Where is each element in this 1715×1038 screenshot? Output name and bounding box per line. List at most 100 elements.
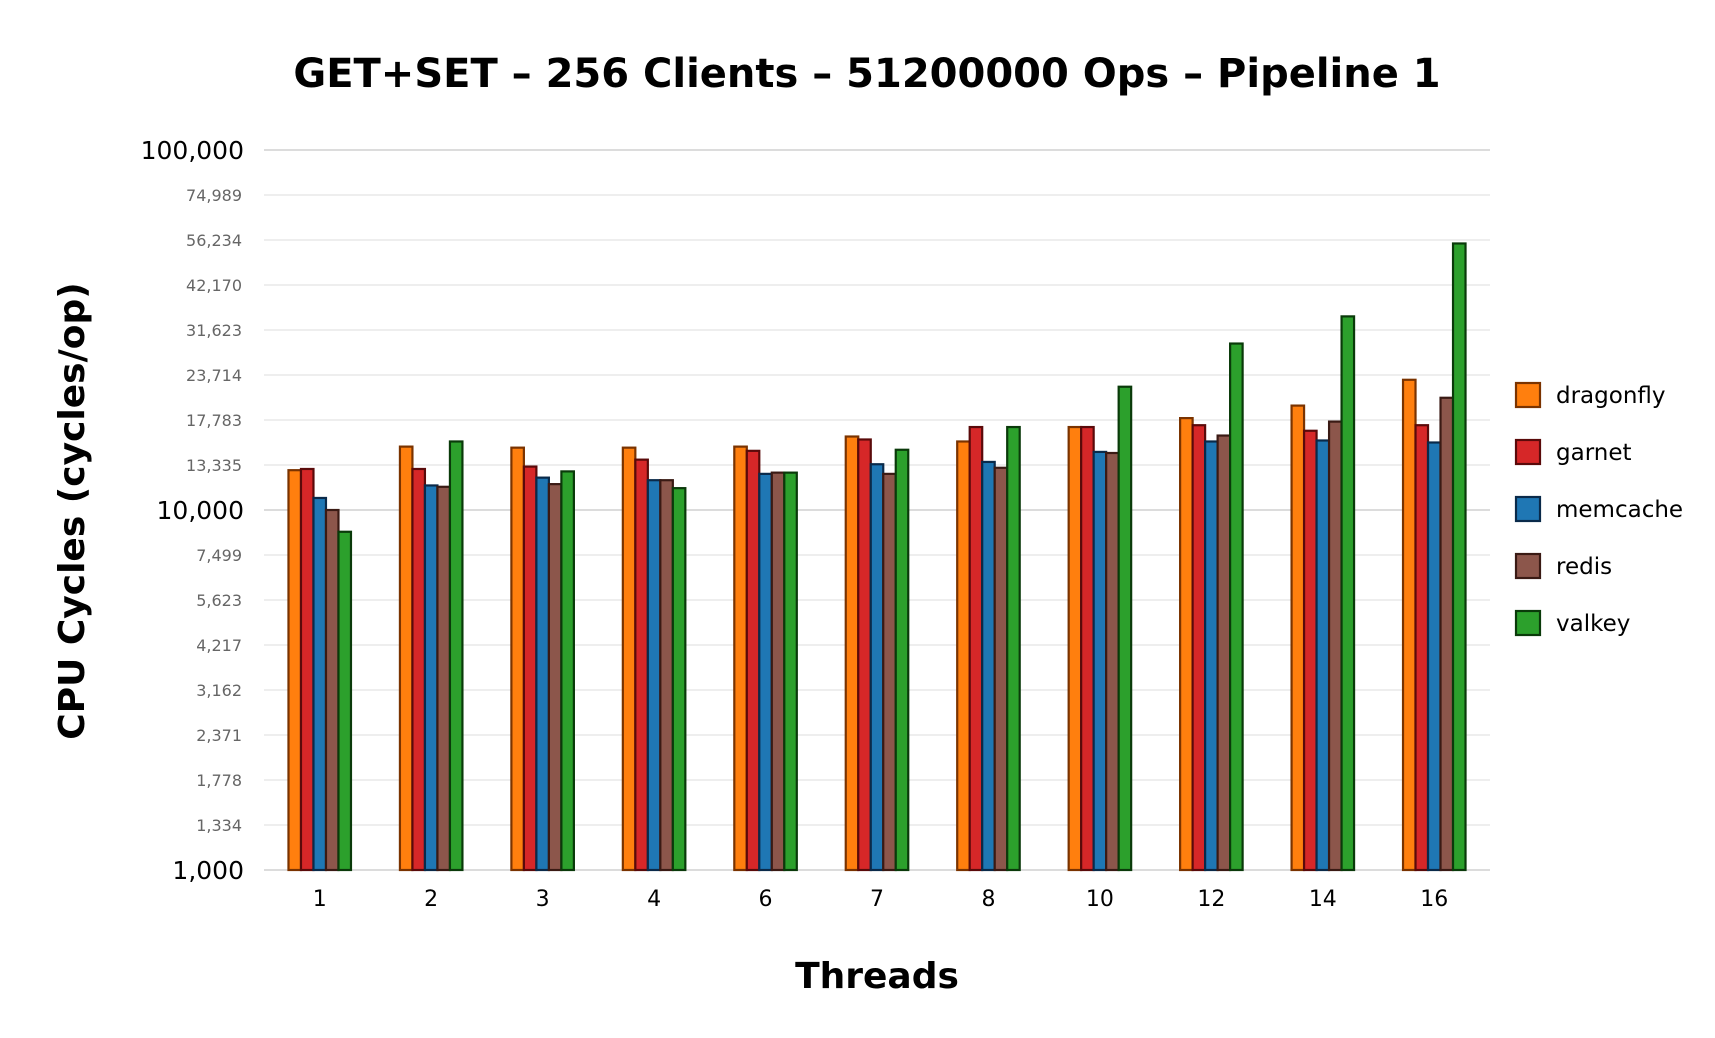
y-tick-label: 17,783 bbox=[186, 411, 242, 430]
bar-valkey-16 bbox=[1451, 242, 1467, 872]
bar-garnet-4 bbox=[634, 458, 649, 872]
bar-memcache-6 bbox=[758, 472, 773, 872]
x-tick-label: 1 bbox=[313, 887, 327, 912]
bar-dragonfly-6 bbox=[733, 445, 748, 872]
y-tick-label: 1,334 bbox=[196, 816, 242, 835]
legend-label-dragonfly: dragonfly bbox=[1556, 383, 1666, 409]
x-axis-ticks: 1 2 3 4 6 7 8 10 12 14 16 bbox=[313, 887, 1449, 912]
x-tick-label: 6 bbox=[759, 887, 773, 912]
x-tick-label: 12 bbox=[1197, 887, 1225, 912]
bar-redis-6 bbox=[770, 471, 786, 872]
bar-redis-7 bbox=[882, 472, 897, 872]
bar-memcache-12 bbox=[1204, 440, 1219, 872]
x-tick-label: 3 bbox=[536, 887, 550, 912]
bar-dragonfly-8 bbox=[956, 440, 971, 872]
legend-label-garnet: garnet bbox=[1556, 440, 1632, 466]
bar-valkey-1 bbox=[337, 530, 353, 872]
x-tick-label: 4 bbox=[647, 887, 661, 912]
y-tick-label: 56,234 bbox=[186, 231, 242, 250]
bar-memcache-4 bbox=[646, 479, 662, 872]
bar-memcache-3 bbox=[535, 476, 550, 872]
legend-swatch-redis bbox=[1514, 552, 1542, 580]
bar-dragonfly-4 bbox=[621, 446, 637, 872]
bar-valkey-12 bbox=[1229, 342, 1244, 872]
bar-garnet-3 bbox=[522, 465, 538, 872]
y-tick-label: 3,162 bbox=[196, 681, 242, 700]
bar-garnet-14 bbox=[1302, 429, 1318, 872]
bar-dragonfly-7 bbox=[844, 435, 860, 872]
bar-garnet-6 bbox=[745, 449, 761, 872]
legend-label-valkey: valkey bbox=[1556, 611, 1630, 637]
y-tick-label: 13,335 bbox=[186, 456, 242, 475]
bar-dragonfly-1 bbox=[287, 469, 303, 872]
y-tick-label: 74,989 bbox=[186, 186, 242, 205]
y-axis-title: CPU Cycles (cycles/op) bbox=[52, 282, 93, 739]
y-tick-label: 10,000 bbox=[157, 496, 244, 525]
y-tick-label: 100,000 bbox=[141, 136, 244, 165]
legend-label-redis: redis bbox=[1556, 554, 1612, 580]
bar-dragonfly-14 bbox=[1290, 404, 1306, 872]
bar-garnet-16 bbox=[1414, 424, 1430, 872]
bar-garnet-2 bbox=[411, 467, 427, 872]
bars bbox=[287, 242, 1467, 872]
bar-valkey-4 bbox=[671, 487, 687, 872]
y-tick-label: 1,000 bbox=[172, 856, 244, 885]
bar-redis-2 bbox=[436, 485, 452, 872]
bar-valkey-8 bbox=[1006, 425, 1021, 872]
bar-garnet-7 bbox=[857, 438, 872, 872]
bar-memcache-7 bbox=[869, 463, 885, 872]
bar-redis-10 bbox=[1105, 451, 1120, 872]
y-tick-label: 4,217 bbox=[196, 636, 242, 655]
x-tick-label: 14 bbox=[1309, 887, 1337, 912]
bar-dragonfly-3 bbox=[510, 446, 525, 872]
legend-swatch-dragonfly bbox=[1514, 381, 1542, 409]
bar-memcache-10 bbox=[1092, 450, 1108, 872]
bar-valkey-2 bbox=[448, 440, 464, 872]
y-tick-label: 7,499 bbox=[196, 546, 242, 565]
bar-valkey-10 bbox=[1117, 385, 1133, 872]
bar-memcache-14 bbox=[1315, 439, 1331, 872]
bar-memcache-8 bbox=[981, 460, 996, 872]
bar-valkey-6 bbox=[783, 471, 798, 872]
bar-memcache-1 bbox=[312, 496, 328, 872]
x-axis-title: Threads bbox=[795, 956, 959, 997]
bar-garnet-12 bbox=[1191, 424, 1207, 872]
bar-garnet-1 bbox=[299, 467, 315, 872]
x-tick-label: 2 bbox=[424, 887, 438, 912]
legend-swatch-valkey bbox=[1514, 609, 1542, 637]
x-tick-label: 16 bbox=[1420, 887, 1448, 912]
legend-swatch-garnet bbox=[1514, 438, 1542, 466]
bar-dragonfly-2 bbox=[398, 445, 414, 872]
bar-memcache-2 bbox=[423, 484, 439, 872]
legend-swatch-memcache bbox=[1514, 495, 1542, 523]
bar-redis-12 bbox=[1216, 434, 1232, 872]
bar-memcache-16 bbox=[1426, 441, 1442, 872]
bar-dragonfly-10 bbox=[1067, 425, 1083, 872]
bar-valkey-7 bbox=[894, 448, 910, 872]
bar-redis-4 bbox=[659, 479, 674, 872]
y-tick-label: 2,371 bbox=[196, 726, 242, 745]
y-tick-label: 31,623 bbox=[186, 321, 242, 340]
y-tick-label: 1,778 bbox=[196, 771, 242, 790]
y-tick-label: 5,623 bbox=[196, 591, 242, 610]
bar-dragonfly-12 bbox=[1179, 417, 1194, 872]
bar-redis-16 bbox=[1439, 396, 1455, 872]
chart-title: GET+SET – 256 Clients – 51200000 Ops – P… bbox=[293, 51, 1440, 97]
bar-redis-14 bbox=[1327, 420, 1343, 872]
bar-valkey-14 bbox=[1340, 315, 1356, 872]
bar-garnet-8 bbox=[968, 425, 984, 872]
x-tick-label: 7 bbox=[870, 887, 884, 912]
bar-dragonfly-16 bbox=[1401, 378, 1417, 872]
bar-redis-3 bbox=[547, 483, 563, 872]
bar-redis-1 bbox=[324, 508, 340, 872]
bar-garnet-10 bbox=[1080, 425, 1095, 872]
x-tick-label: 10 bbox=[1086, 887, 1114, 912]
bar-redis-8 bbox=[993, 466, 1009, 872]
y-tick-label: 42,170 bbox=[186, 276, 242, 295]
x-tick-label: 8 bbox=[981, 887, 995, 912]
legend-label-memcache: memcache bbox=[1556, 497, 1683, 523]
legend: dragonfly garnet memcache redis valkey bbox=[1514, 381, 1683, 637]
bar-valkey-3 bbox=[560, 470, 575, 872]
y-axis-ticks: 1,000 1,334 1,778 2,371 3,162 4,217 5,623 7,499… bbox=[141, 136, 244, 885]
